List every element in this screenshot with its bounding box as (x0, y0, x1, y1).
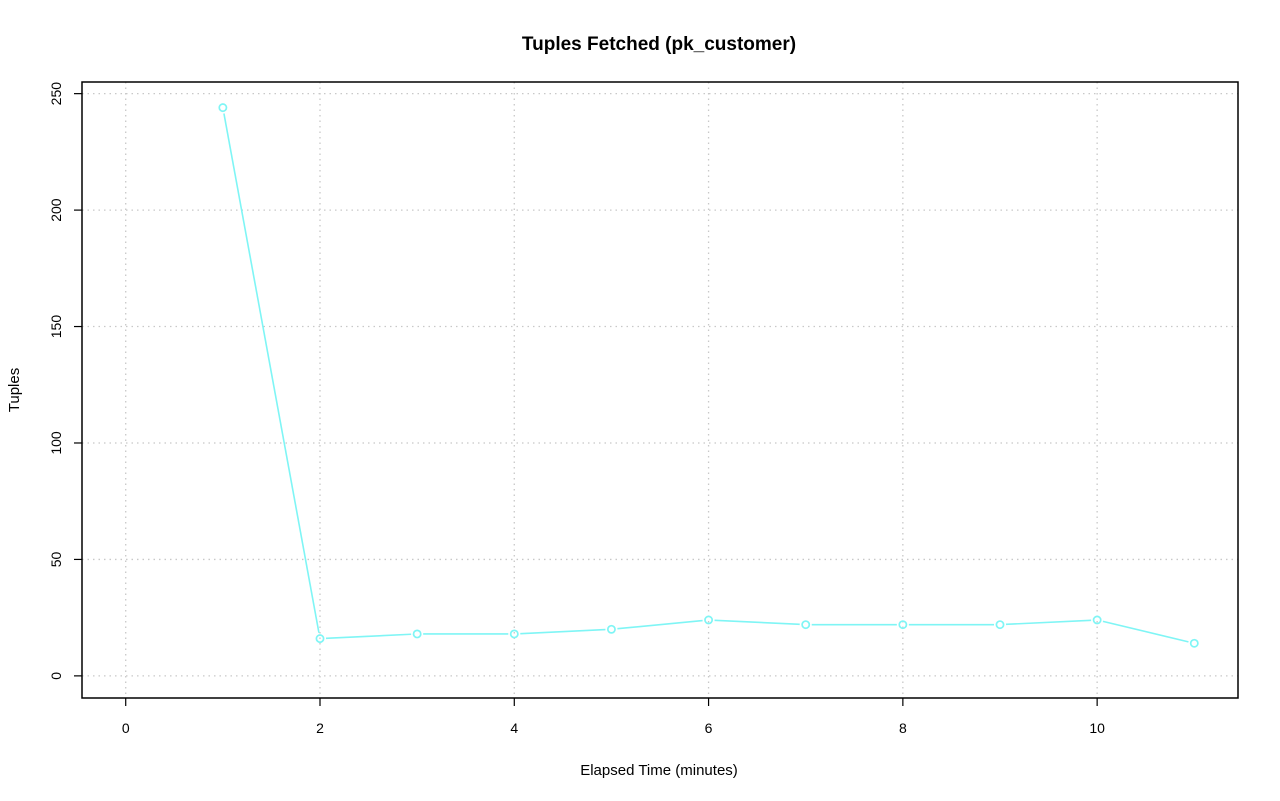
data-point (1189, 638, 1199, 648)
series-line (218, 103, 1199, 648)
data-point (218, 103, 228, 113)
chart-title: Tuples Fetched (pk_customer) (522, 34, 796, 55)
x-tick-label: 10 (1089, 720, 1105, 736)
x-axis-label: Elapsed Time (minutes) (580, 762, 738, 779)
data-point (898, 620, 908, 630)
grid-vertical-lines (125, 82, 1098, 698)
series-segment (223, 113, 320, 633)
grid-horizontal-lines (82, 92, 1238, 677)
y-tick-label: 100 (48, 431, 64, 455)
data-point (412, 629, 422, 639)
data-point (1092, 615, 1102, 625)
data-point (801, 620, 811, 630)
plot-area-frame (81, 81, 1239, 699)
y-tick-label: 50 (48, 551, 64, 567)
series-segment (520, 628, 606, 635)
series-segment (1102, 620, 1189, 643)
x-tick-label: 6 (705, 720, 713, 736)
series-segment (1005, 619, 1092, 626)
y-tick-label: 0 (48, 672, 64, 680)
y-axis-label: Tuples (6, 368, 23, 412)
y-axis: 0 50 100 150 200 250 (48, 82, 82, 680)
data-point (995, 620, 1005, 630)
series-segment (714, 619, 800, 626)
series-layer (218, 103, 1199, 648)
x-tick-label: 4 (510, 720, 518, 736)
data-point (315, 634, 325, 644)
series-segment (617, 619, 703, 630)
data-point (509, 629, 519, 639)
y-tick-label: 200 (48, 198, 64, 222)
x-tick-label: 8 (899, 720, 907, 736)
x-tick-label: 2 (316, 720, 324, 736)
x-axis: 0 2 4 6 8 10 (122, 698, 1105, 736)
series-segment (325, 633, 412, 640)
data-point (704, 615, 714, 625)
y-tick-label: 250 (48, 82, 64, 106)
data-point (606, 624, 616, 634)
x-tick-label: 0 (122, 720, 130, 736)
y-tick-label: 150 (48, 315, 64, 339)
